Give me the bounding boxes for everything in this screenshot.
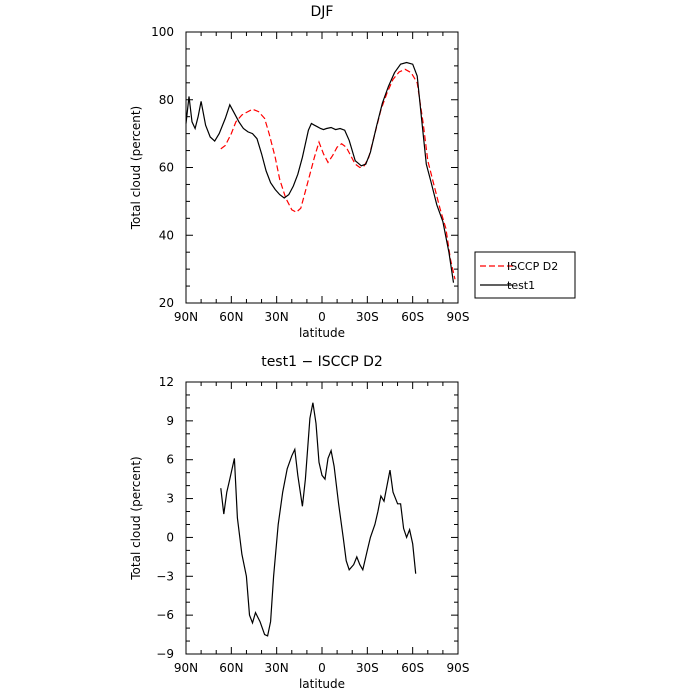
x-tick-label-1-3: 0 bbox=[318, 661, 326, 675]
y-tick-label-1-5: 6 bbox=[166, 453, 174, 467]
series-line-0-1 bbox=[185, 61, 455, 283]
x-tick-label-0-5: 60S bbox=[401, 310, 424, 324]
y-axis-label-0: Total cloud (percent) bbox=[129, 106, 143, 230]
y-axis-label-1: Total cloud (percent) bbox=[129, 456, 143, 580]
legend-label-0: ISCCP D2 bbox=[507, 260, 558, 273]
y-tick-label-1-2: −3 bbox=[156, 569, 174, 583]
x-tick-label-0-0: 90N bbox=[174, 310, 198, 324]
y-tick-label-0-1: 40 bbox=[159, 228, 174, 242]
y-tick-label-0-3: 80 bbox=[159, 93, 174, 107]
chart-title-1: test1 − ISCCP D2 bbox=[261, 354, 383, 370]
x-axis-label-0: latitude bbox=[299, 326, 345, 340]
x-tick-label-0-3: 0 bbox=[318, 310, 326, 324]
series-line-0-0 bbox=[220, 68, 456, 280]
y-tick-label-1-0: −9 bbox=[156, 647, 174, 661]
x-tick-label-1-4: 30S bbox=[356, 661, 379, 675]
y-tick-label-1-4: 3 bbox=[166, 492, 174, 506]
x-tick-label-1-1: 60N bbox=[219, 661, 243, 675]
y-tick-label-0-4: 100 bbox=[151, 25, 174, 39]
x-tick-label-1-5: 60S bbox=[401, 661, 424, 675]
x-tick-label-0-6: 90S bbox=[447, 310, 470, 324]
x-tick-label-0-4: 30S bbox=[356, 310, 379, 324]
x-tick-label-0-1: 60N bbox=[219, 310, 243, 324]
plot-frame-0 bbox=[185, 31, 459, 304]
y-tick-label-0-2: 60 bbox=[159, 161, 174, 175]
legend-label-1: test1 bbox=[507, 279, 535, 292]
x-tick-label-1-2: 30N bbox=[265, 661, 289, 675]
legend-box bbox=[474, 251, 576, 299]
x-axis-label-1: latitude bbox=[299, 677, 345, 691]
chart-title-0: DJF bbox=[311, 4, 334, 20]
plot-frame-1 bbox=[185, 381, 459, 655]
series-line-1-0 bbox=[220, 402, 417, 637]
y-tick-label-0-0: 20 bbox=[159, 296, 174, 310]
y-tick-label-1-3: 0 bbox=[166, 530, 174, 544]
y-tick-label-1-6: 9 bbox=[166, 414, 174, 428]
y-tick-label-1-7: 12 bbox=[159, 375, 174, 389]
x-tick-label-1-6: 90S bbox=[447, 661, 470, 675]
x-tick-label-1-0: 90N bbox=[174, 661, 198, 675]
x-tick-label-0-2: 30N bbox=[265, 310, 289, 324]
y-tick-label-1-1: −6 bbox=[156, 608, 174, 622]
